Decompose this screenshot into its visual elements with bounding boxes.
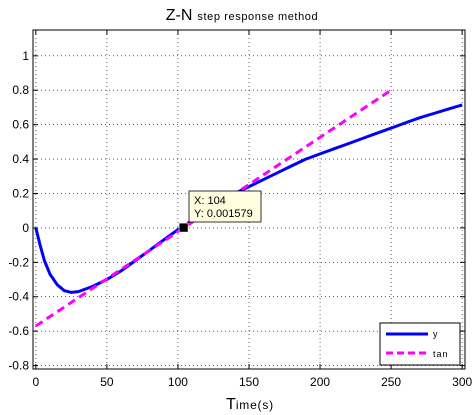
x-axis-label-rest: ime(s) xyxy=(236,398,274,412)
grid xyxy=(33,30,465,369)
chart-title-main: Z-N xyxy=(166,7,193,24)
y-tick-label: 0.4 xyxy=(12,152,29,166)
x-axis-label: Time(s) xyxy=(226,396,274,413)
y-tick-label: -0.6 xyxy=(8,324,29,338)
tick-marks xyxy=(33,30,465,369)
y-tick-label: 0.8 xyxy=(12,83,29,97)
x-tick-label: 0 xyxy=(32,375,39,389)
x-axis-label-initial: T xyxy=(226,396,236,413)
datatip-x-label: X: 104 xyxy=(194,195,226,207)
chart-title: Z-N step response method xyxy=(166,7,319,24)
legend-label-tan: tan xyxy=(433,349,449,359)
legend-label-y: y xyxy=(433,329,439,339)
x-tick-label: 250 xyxy=(381,375,401,389)
y-tick-label: 0.6 xyxy=(12,118,29,132)
datatip-marker[interactable] xyxy=(178,222,189,233)
x-tick-label: 50 xyxy=(100,375,114,389)
y-tick-label: 0 xyxy=(22,221,29,235)
y-tick-label: 1 xyxy=(22,49,29,63)
chart-title-sub: step response method xyxy=(197,11,318,23)
x-tick-label: 150 xyxy=(239,375,259,389)
y-tick-labels: -0.8 -0.6 -0.4 -0.2 0 0.2 0.4 0.6 0.8 1 xyxy=(8,49,29,373)
y-tick-label: -0.2 xyxy=(8,255,29,269)
y-tick-label: -0.8 xyxy=(8,359,29,373)
datatip[interactable]: X: 104 Y: 0.001579 xyxy=(178,190,262,233)
x-tick-label: 300 xyxy=(452,375,472,389)
datatip-y-label: Y: 0.001579 xyxy=(194,208,253,220)
x-tick-label: 100 xyxy=(168,375,188,389)
y-tick-label: 0.2 xyxy=(12,186,29,200)
legend: y tan xyxy=(379,322,461,366)
x-tick-label: 200 xyxy=(310,375,330,389)
x-tick-labels: 0 50 100 150 200 250 300 xyxy=(32,375,472,389)
datatip-box xyxy=(188,190,262,223)
y-tick-label: -0.4 xyxy=(8,290,29,304)
legend-box xyxy=(379,322,461,366)
